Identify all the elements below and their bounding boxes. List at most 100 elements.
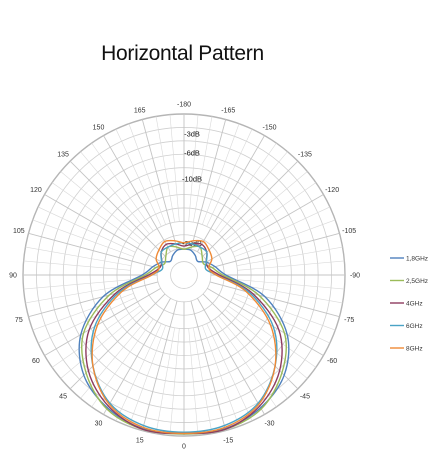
- grid-spoke: [193, 327, 213, 434]
- grid-spoke: [224, 171, 308, 241]
- angle-tick-label: 135: [57, 152, 69, 159]
- grid-spoke: [227, 305, 317, 368]
- radial-tick-label: -10dB: [182, 174, 202, 183]
- grid-spoke: [193, 116, 213, 223]
- radial-tick-label: -3dB: [184, 129, 200, 138]
- angle-tick-label: -135: [298, 152, 312, 159]
- grid-spoke: [188, 328, 199, 436]
- series-line: [85, 242, 283, 435]
- grid-spoke: [202, 325, 240, 427]
- grid-spoke: [207, 288, 324, 356]
- grid-spoke: [28, 232, 159, 269]
- grid-spoke: [202, 160, 299, 257]
- legend-label: 8GHz: [406, 345, 423, 352]
- legend-label: 6GHz: [406, 323, 423, 330]
- grid-spoke: [155, 327, 175, 434]
- angle-tick-label: 75: [15, 317, 23, 324]
- grid-spoke: [197, 298, 265, 415]
- angle-tick-label: 165: [134, 107, 146, 114]
- angle-tick-label: 30: [95, 421, 103, 428]
- grid-spoke: [44, 194, 161, 262]
- grid-ring: [170, 261, 198, 289]
- legend-label: 1,8GHz: [406, 255, 428, 262]
- grid-spoke: [224, 309, 308, 379]
- grid-spoke: [209, 281, 340, 318]
- grid-spoke: [227, 182, 317, 245]
- angle-tick-label: 150: [93, 124, 105, 131]
- grid-spoke: [115, 323, 162, 422]
- grid-spoke: [69, 160, 166, 257]
- grid-spoke: [218, 151, 288, 235]
- legend-label: 4GHz: [406, 300, 423, 307]
- grid-spoke: [188, 114, 199, 222]
- legend-label: 2,5GHz: [406, 278, 428, 285]
- grid-spoke: [25, 284, 132, 304]
- grid-spoke: [51, 182, 141, 245]
- grid-spoke: [23, 279, 131, 290]
- grid-spoke: [207, 194, 324, 262]
- grid-spoke: [234, 293, 336, 331]
- grid-spoke: [23, 260, 131, 271]
- angle-tick-label: -90: [350, 273, 360, 280]
- angle-tick-label: -165: [221, 107, 235, 114]
- angle-tick-label: 120: [30, 187, 42, 194]
- grid-spoke: [190, 119, 227, 250]
- angle-tick-label: 0: [182, 444, 186, 451]
- grid-spoke: [214, 142, 277, 232]
- angle-tick-label: -150: [262, 124, 276, 131]
- radial-tick-label: -6dB: [184, 149, 200, 158]
- grid-spoke: [115, 128, 162, 227]
- legend: 1,8GHz 2,5GHz 4GHz 6GHz 8GHz: [390, 255, 428, 352]
- angle-tick-labels: -180-165-150-135-120-105-90-75-60-45-30-…: [9, 102, 360, 451]
- grid-spoke: [51, 305, 141, 368]
- grid-spoke: [80, 315, 150, 399]
- angle-tick-label: 15: [136, 438, 144, 445]
- grid-spoke: [128, 325, 166, 427]
- angle-tick-label: 45: [59, 393, 67, 400]
- grid-spoke: [91, 142, 154, 232]
- grid-spoke: [44, 288, 161, 356]
- grid-spoke: [236, 246, 343, 266]
- grid-spoke: [169, 328, 180, 436]
- grid-spoke: [32, 219, 134, 257]
- grid-spoke: [206, 323, 253, 422]
- grid-spoke: [60, 171, 144, 241]
- angle-tick-label: -45: [300, 393, 310, 400]
- grid-spoke: [202, 123, 240, 225]
- angle-tick-label: 90: [9, 273, 17, 280]
- grid-spoke: [232, 206, 331, 253]
- grid-spoke: [28, 281, 159, 318]
- grid-spoke: [209, 232, 340, 269]
- angle-tick-label: -30: [264, 421, 274, 428]
- angle-tick-label: -180: [177, 102, 191, 109]
- grid-spoke: [141, 300, 178, 431]
- grid-spoke: [237, 279, 345, 290]
- grid-spoke: [234, 219, 336, 257]
- angle-tick-label: -105: [342, 228, 356, 235]
- grid-spoke: [202, 293, 299, 390]
- chart-title: Horizontal Pattern: [101, 42, 264, 65]
- grid-spoke: [128, 123, 166, 225]
- grid-spoke: [190, 300, 227, 431]
- grid-spoke: [80, 151, 150, 235]
- series-line: [91, 239, 277, 435]
- grid-spoke: [155, 116, 175, 223]
- grid-spoke: [141, 119, 178, 250]
- grid-spoke: [237, 260, 345, 271]
- grid-spoke: [69, 293, 166, 390]
- grid-spoke: [197, 135, 265, 252]
- grid-spoke: [218, 315, 288, 399]
- angle-tick-label: -15: [223, 438, 233, 445]
- angle-tick-label: -75: [344, 317, 354, 324]
- angle-tick-label: 60: [32, 358, 40, 365]
- grid-spoke: [32, 293, 134, 331]
- polar-grid: [22, 113, 346, 437]
- grid-spoke: [206, 128, 253, 227]
- grid-spoke: [236, 284, 343, 304]
- grid-spoke: [60, 309, 144, 379]
- series-lines: [78, 239, 290, 435]
- series-line: [80, 245, 288, 435]
- grid-spoke: [25, 246, 132, 266]
- grid-spoke: [37, 206, 136, 253]
